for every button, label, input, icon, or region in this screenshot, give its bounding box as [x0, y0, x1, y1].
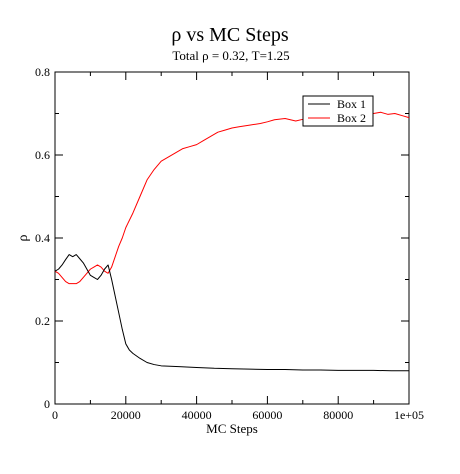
x-axis-label: MC Steps [206, 421, 258, 436]
series-line-box-2 [54, 111, 410, 285]
series-layer [54, 111, 410, 372]
y-tick-label: 0.8 [35, 65, 50, 79]
y-tick-label: 0.4 [35, 231, 50, 245]
x-tick-label: 60000 [252, 408, 282, 422]
x-tick-label: 0 [52, 408, 58, 422]
x-tick-label: 20000 [111, 408, 141, 422]
y-tick-label: 0 [44, 397, 50, 411]
legend-box [302, 95, 374, 127]
x-axis-ticks: 0 20000 40000 60000 80000 1e+05 [52, 72, 424, 422]
legend: Box 1 Box 2 [302, 95, 374, 127]
legend-label-box-1: Box 1 [337, 97, 366, 111]
y-tick-label: 0.2 [35, 314, 50, 328]
x-tick-label: 1e+05 [394, 408, 424, 422]
legend-label-box-2: Box 2 [337, 111, 366, 125]
x-tick-label: 40000 [182, 408, 212, 422]
x-tick-label: 80000 [323, 408, 353, 422]
chart-subtitle: Total ρ = 0.32, T=1.25 [172, 48, 289, 63]
y-tick-label: 0.6 [35, 148, 50, 162]
y-axis-label: ρ [16, 235, 31, 242]
series-line-box-1 [54, 254, 409, 372]
chart-title: ρ vs MC Steps [171, 24, 288, 46]
y-axis-ticks: 0 0.2 0.4 0.6 0.8 [35, 65, 409, 411]
